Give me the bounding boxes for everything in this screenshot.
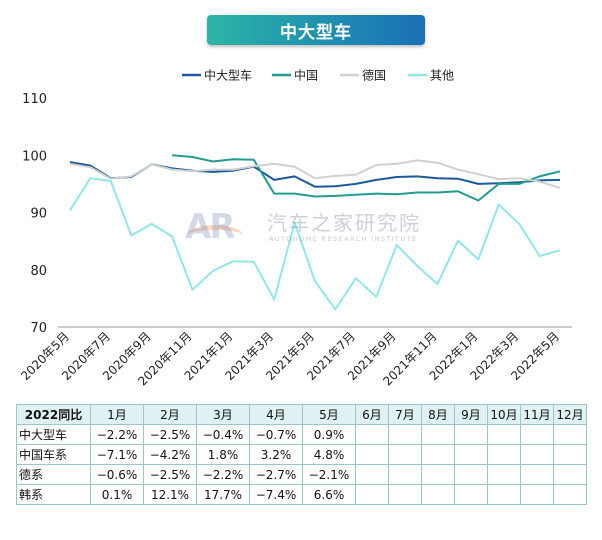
- table-month-header: 6月: [355, 404, 389, 425]
- table-row: 德系 −0.6% −2.5% −2.2% −2.7% −2.1%: [16, 464, 587, 485]
- table-cell: −0.4%: [196, 424, 250, 445]
- table-month-header: 4月: [249, 404, 303, 425]
- table-cell: 0.1%: [90, 484, 144, 505]
- y-axis: 70 80 90 100 110: [22, 92, 47, 336]
- table-row-label: 德系: [16, 464, 91, 485]
- y-tick-label: 90: [30, 207, 47, 222]
- table-cell: −4.2%: [143, 444, 197, 465]
- series-line-1: [172, 154, 561, 202]
- table-cell: [355, 464, 389, 485]
- table-cell: [421, 484, 455, 505]
- table-cell: −2.7%: [249, 464, 303, 485]
- table-cell: [520, 424, 554, 445]
- table-cell: [421, 464, 455, 485]
- table-cell: −2.5%: [143, 464, 197, 485]
- y-tick-label: 110: [22, 92, 47, 107]
- table-cell: 6.6%: [302, 484, 356, 505]
- table-cell: −0.7%: [249, 424, 303, 445]
- table-cell: −2.2%: [90, 424, 144, 445]
- table-cell: [553, 424, 587, 445]
- table-row-label: 中大型车: [16, 424, 91, 445]
- y-tick-label: 70: [30, 321, 47, 336]
- table-month-header: 11月: [520, 404, 554, 425]
- legend-label: 中国: [294, 68, 318, 83]
- table-month-header: 5月: [302, 404, 356, 425]
- plot-area: [69, 154, 561, 311]
- table-cell: 17.7%: [196, 484, 250, 505]
- series-line-0: [69, 161, 561, 188]
- y-tick-label: 100: [22, 149, 47, 164]
- table-cell: 4.8%: [302, 444, 356, 465]
- table-corner: 2022同比: [16, 404, 91, 425]
- table-cell: [454, 464, 488, 485]
- table-cell: [355, 424, 389, 445]
- legend-label: 德国: [362, 68, 386, 83]
- series-line-2: [69, 159, 561, 189]
- table-cell: 1.8%: [196, 444, 250, 465]
- table-month-header: 10月: [487, 404, 521, 425]
- legend-label: 中大型车: [204, 68, 252, 83]
- table-month-header: 2月: [143, 404, 197, 425]
- yoy-table: 2022同比 1月 2月 3月 4月 5月 6月 7月 8月 9月 10月 11月 12月 中大型车 −2.…: [16, 404, 587, 505]
- series-line-3: [69, 177, 561, 311]
- table-cell: [454, 484, 488, 505]
- table-cell: [520, 444, 554, 465]
- table-cell: −2.2%: [196, 464, 250, 485]
- table-cell: [553, 484, 587, 505]
- table-month-header: 7月: [388, 404, 422, 425]
- x-axis: 2020年5月2020年7月2020年9月2020年11月2021年1月2021…: [18, 326, 572, 388]
- table-cell: [520, 484, 554, 505]
- table-cell: [421, 424, 455, 445]
- table-month-header: 1月: [90, 404, 144, 425]
- table-cell: [421, 444, 455, 465]
- table-cell: [454, 424, 488, 445]
- table-cell: [388, 484, 422, 505]
- table-row-label: 韩系: [16, 484, 91, 505]
- table-month-header: 9月: [454, 404, 488, 425]
- table-row: 中大型车 −2.2% −2.5% −0.4% −0.7% 0.9%: [16, 424, 587, 445]
- chart-title: 中大型车: [207, 15, 425, 45]
- table-cell: −0.6%: [90, 464, 144, 485]
- table-month-header: 3月: [196, 404, 250, 425]
- table-cell: [454, 444, 488, 465]
- chart-legend: 中大型车 中国 德国 其他: [182, 68, 454, 83]
- table-cell: [355, 444, 389, 465]
- table-cell: −2.5%: [143, 424, 197, 445]
- table-cell: [553, 444, 587, 465]
- table-row: 中国车系 −7.1% −4.2% 1.8% 3.2% 4.8%: [16, 444, 587, 465]
- line-chart: 中大型车 中国 德国 其他 70 80 90 100 110 2020年5月2020年7月20…: [18, 68, 572, 388]
- table-month-header: 8月: [421, 404, 455, 425]
- table-cell: [388, 444, 422, 465]
- table-header-row: 2022同比 1月 2月 3月 4月 5月 6月 7月 8月 9月 10月 11月 12月: [16, 404, 587, 425]
- table-cell: −7.4%: [249, 484, 303, 505]
- table-cell: [553, 464, 587, 485]
- table-cell: [487, 464, 521, 485]
- table-cell: [487, 484, 521, 505]
- table-cell: [487, 444, 521, 465]
- table-cell: 0.9%: [302, 424, 356, 445]
- table-cell: [520, 464, 554, 485]
- table-cell: −2.1%: [302, 464, 356, 485]
- table-month-header: 12月: [553, 404, 587, 425]
- table-row-label: 中国车系: [16, 444, 91, 465]
- table-cell: 12.1%: [143, 484, 197, 505]
- table-cell: [388, 464, 422, 485]
- table-cell: 3.2%: [249, 444, 303, 465]
- legend-label: 其他: [430, 69, 454, 83]
- table-cell: [388, 424, 422, 445]
- table-cell: [355, 484, 389, 505]
- table-cell: −7.1%: [90, 444, 144, 465]
- table-cell: [487, 424, 521, 445]
- y-tick-label: 80: [30, 264, 47, 279]
- table-row: 韩系 0.1% 12.1% 17.7% −7.4% 6.6%: [16, 484, 587, 505]
